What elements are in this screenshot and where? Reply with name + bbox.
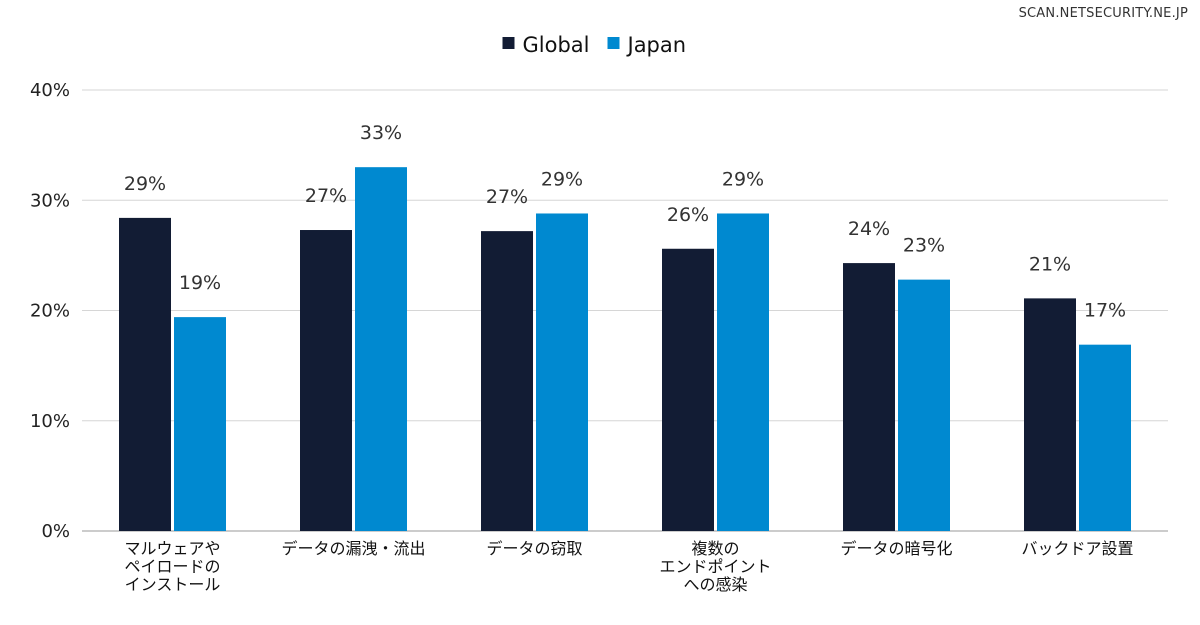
data-label: 24%	[848, 218, 890, 240]
category-label: データの暗号化	[840, 539, 952, 558]
bar-japan	[717, 213, 769, 532]
y-tick-label: 40%	[30, 80, 70, 101]
bar-japan	[355, 167, 407, 532]
data-label: 26%	[667, 204, 709, 226]
bar-japan	[536, 213, 588, 532]
data-label: 27%	[305, 185, 347, 207]
bar-global	[843, 263, 895, 531]
category-label: バックドア設置	[1021, 539, 1133, 558]
bar-japan	[174, 317, 226, 531]
y-tick-label: 20%	[30, 301, 70, 322]
data-label: 29%	[541, 168, 583, 190]
bar-global	[1024, 298, 1076, 531]
category-label: データの窃取	[486, 539, 582, 558]
bar-japan	[1079, 344, 1131, 531]
data-label: 23%	[903, 235, 945, 257]
data-label: 29%	[124, 173, 166, 195]
category-label: への感染	[683, 575, 747, 594]
data-label: 21%	[1029, 253, 1071, 275]
category-label: エンドポイント	[659, 557, 771, 576]
y-tick-label: 10%	[30, 411, 70, 432]
data-label: 29%	[722, 168, 764, 190]
legend-label: Japan	[626, 33, 687, 57]
data-label: 27%	[486, 186, 528, 208]
bar-global	[300, 230, 352, 531]
bar-japan	[898, 279, 950, 531]
category-label: 複数の	[691, 539, 739, 558]
category-label: ペイロードの	[124, 557, 220, 576]
data-label: 33%	[360, 122, 402, 144]
bar-global	[119, 217, 171, 531]
y-tick-label: 30%	[30, 190, 70, 211]
category-label: インストール	[125, 575, 221, 594]
bar-global	[481, 231, 533, 531]
bar-global	[662, 248, 714, 531]
category-label: マルウェアや	[124, 539, 220, 558]
category-label: データの漏洩・流出	[281, 539, 425, 558]
legend-swatch	[502, 37, 515, 49]
data-label: 17%	[1084, 300, 1126, 322]
legend-label: Global	[523, 33, 590, 57]
y-tick-label: 0%	[41, 521, 70, 542]
watermark: SCAN.NETSECURITY.NE.JP	[1018, 6, 1188, 21]
legend-swatch	[607, 37, 620, 49]
data-label: 19%	[179, 272, 221, 294]
